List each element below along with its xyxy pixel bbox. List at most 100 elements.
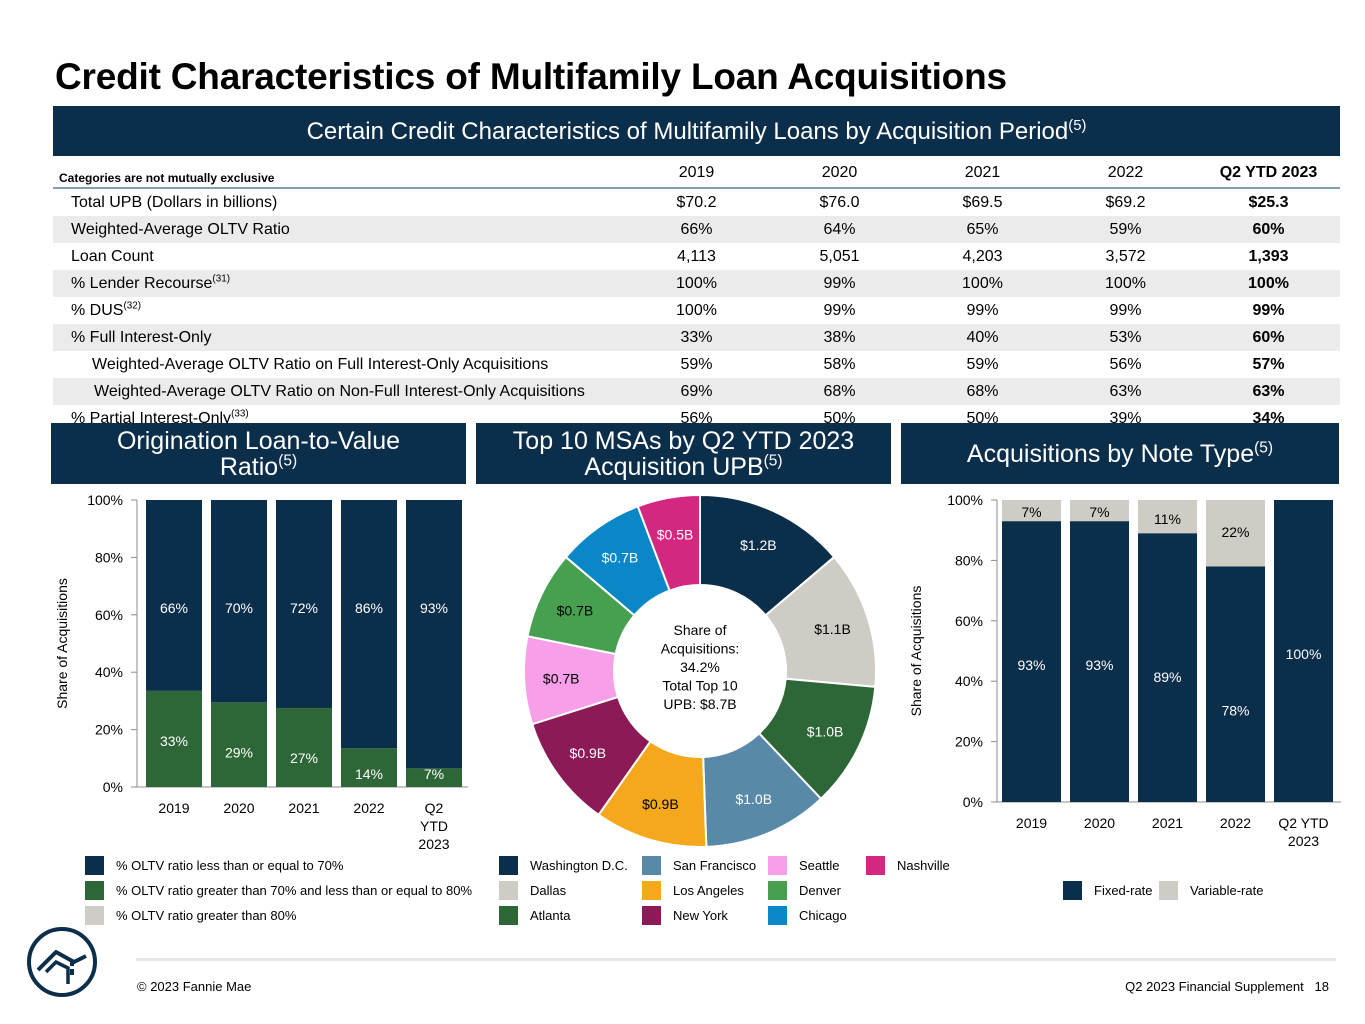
table-cell: 65% [966, 220, 999, 238]
msa-legend-swatch [768, 906, 787, 925]
category-note: Categories are not mutually exclusive [53, 159, 625, 189]
oltv-data-label: 72% [290, 600, 318, 616]
oltv-legend-item: % OLTV ratio less than or equal to 70% [85, 856, 343, 875]
note-y-tick-label: 60% [955, 613, 983, 629]
table-cell: 33% [680, 328, 713, 346]
note-type-legend: Fixed-rate Variable-rate [1063, 881, 1323, 907]
oltv-data-label: 33% [160, 733, 188, 749]
table-cell: 60% [1252, 220, 1285, 238]
msa-legend-label: Chicago [799, 908, 847, 923]
table-row: % Partial Interest-Only(33) 56% 50% 50% 39% 3… [53, 405, 1340, 432]
msa-legend-label: Atlanta [530, 908, 571, 923]
oltv-y-tick-label: 0% [103, 779, 123, 795]
table-cell: 59% [680, 355, 713, 373]
oltv-y-tick-label: 20% [95, 722, 123, 738]
table-cell: 56% [1109, 355, 1142, 373]
note-data-label: 78% [1221, 702, 1249, 718]
msa-legend: Washington D.C. Dallas Atlanta San Francisc… [499, 856, 969, 934]
msa-legend-item: Dallas [499, 881, 566, 900]
msa-slice-label: $0.5B [657, 526, 694, 542]
table-cell: $69.2 [1105, 193, 1146, 211]
table-cell: 58% [823, 355, 856, 373]
oltv-bar-segment [406, 500, 462, 769]
row-label: % Full Interest-Only [53, 324, 625, 351]
note-y-tick-label: 40% [955, 673, 983, 689]
table-cell: 68% [966, 382, 999, 400]
oltv-bar-segment [406, 768, 462, 787]
oltv-bar-segment [341, 748, 397, 787]
oltv-legend-swatch [85, 856, 104, 875]
note-type-bar-chart: 0% 20% 40% 60% 80% 100% Share of Acquisitions 9… [908, 492, 1341, 849]
table-row: Weighted-Average OLTV Ratio on Full Inte… [53, 351, 1340, 378]
note-x-tick-label: 2022 [1220, 815, 1251, 831]
table-cell: 63% [1109, 382, 1142, 400]
note-bar-segment [1138, 533, 1197, 802]
msa-slice-label: $1.1B [814, 621, 851, 637]
oltv-bar-segment [146, 690, 202, 787]
note-legend-item: Fixed-rate [1063, 881, 1153, 900]
row-label-text: Loan Count [71, 247, 154, 265]
oltv-bar-segment [211, 500, 267, 703]
row-label: Total UPB (Dollars in billions) [53, 188, 625, 216]
note-data-label: 93% [1085, 657, 1113, 673]
msa-legend-swatch [642, 856, 661, 875]
msa-legend-item: Denver [768, 881, 841, 900]
note-legend-swatch [1159, 881, 1178, 900]
note-banner-note: (5) [1254, 439, 1274, 457]
msa-slice [636, 493, 701, 592]
note-data-label: 100% [1286, 646, 1322, 662]
note-banner-title: Acquisitions by Note Type [966, 439, 1255, 468]
row-label-text: Weighted-Average OLTV Ratio [71, 220, 290, 238]
msa-legend-label: San Francisco [673, 858, 757, 873]
table-cell: 53% [1109, 328, 1142, 346]
table-row: % Full Interest-Only 33% 38% 40% 53% 60% [53, 324, 1340, 351]
msa-slice-label: $0.9B [570, 745, 607, 761]
table-cell: $70.2 [676, 193, 717, 211]
page-number: 18 [1314, 979, 1329, 994]
oltv-banner-note: (5) [278, 452, 298, 470]
msa-slice-label: $1.0B [735, 791, 772, 807]
msa-legend-swatch [768, 881, 787, 900]
msa-banner-line2: Acquisition UPB [584, 452, 764, 481]
column-header: 2019 [625, 159, 768, 189]
table-cell: 59% [1109, 220, 1142, 238]
msa-slice-label: $0.7B [543, 671, 580, 687]
row-label: Weighted-Average OLTV Ratio [53, 216, 625, 243]
footer-divider [136, 958, 1336, 961]
table-cell: 100% [1105, 274, 1146, 292]
table-row: Total UPB (Dollars in billions) $70.2 $76.… [53, 188, 1340, 216]
msa-center-text: Share of [674, 622, 727, 638]
oltv-bar-segment [276, 500, 332, 709]
row-label-text: % DUS [71, 301, 124, 319]
row-label: Weighted-Average OLTV Ratio on Non-Full … [53, 378, 625, 405]
msa-legend-swatch [642, 906, 661, 925]
oltv-x-tick-label: 2019 [158, 800, 189, 816]
oltv-data-label: 86% [355, 600, 383, 616]
msa-legend-item: Los Angeles [642, 881, 744, 900]
msa-legend-swatch [499, 856, 518, 875]
row-label-text: Weighted-Average OLTV Ratio on Full Inte… [92, 355, 549, 373]
table-cell: 64% [823, 220, 856, 238]
table-cell: $69.5 [962, 193, 1003, 211]
oltv-x-tick-label: 2023 [418, 836, 449, 852]
note-data-label: 89% [1153, 669, 1181, 685]
table-cell: 100% [676, 274, 717, 292]
msa-legend-item: Seattle [768, 856, 839, 875]
table-cell: 50% [823, 409, 856, 427]
msa-legend-label: Washington D.C. [530, 858, 628, 873]
table-row: Weighted-Average OLTV Ratio 66% 64% 65% 59% 6… [53, 216, 1340, 243]
table-cell: 3,572 [1105, 247, 1146, 265]
fannie-mae-logo-icon [27, 927, 97, 997]
row-label-text: Total UPB (Dollars in billions) [71, 193, 278, 211]
oltv-bar-segment [211, 702, 267, 787]
oltv-legend-swatch [85, 906, 104, 925]
table-cell: 66% [680, 220, 713, 238]
msa-legend-label: Seattle [799, 858, 840, 873]
table-cell: 99% [1109, 301, 1142, 319]
column-header: 2021 [911, 159, 1054, 189]
note-bar-segment [1070, 521, 1129, 802]
table-cell: 59% [966, 355, 999, 373]
oltv-bar-segment [276, 708, 332, 787]
msa-legend-item: New York [642, 906, 728, 925]
msa-legend-swatch [768, 856, 787, 875]
